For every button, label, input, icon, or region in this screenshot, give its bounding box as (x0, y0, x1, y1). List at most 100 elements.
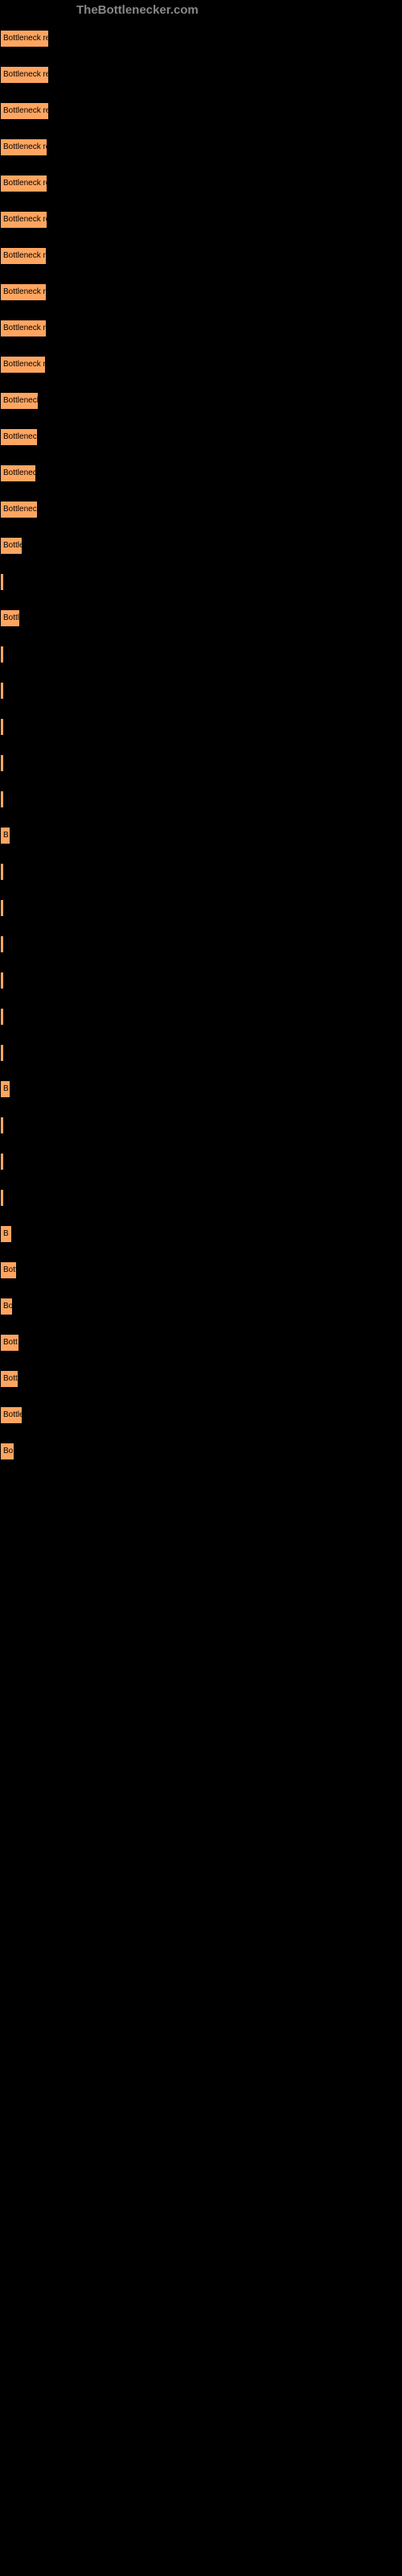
bar-label: Bottleneck result (3, 70, 49, 79)
bar-label: Bottleneck result (3, 106, 49, 115)
bar (0, 791, 4, 808)
bar-row: Bottleneck result (0, 455, 49, 491)
bar: B (0, 827, 10, 844)
bar-row (0, 745, 49, 781)
bar: Bottleneck (0, 537, 23, 555)
bar-row: Bottleneck result (0, 129, 49, 165)
bar: Bottleneck result (0, 283, 47, 301)
bar (0, 682, 4, 700)
bar-label: Bottleneck result (3, 432, 38, 441)
bar-row: Bottleneck result (0, 201, 49, 237)
bar-row: B (0, 564, 49, 600)
bar: B (0, 573, 4, 591)
bar-row: Bottleneck result (0, 93, 49, 129)
bar-row (0, 672, 49, 708)
bar-label: Bottleneck result (3, 34, 49, 43)
bar: Bottleneck result (0, 66, 49, 84)
bar: Bottleneck (0, 609, 20, 627)
bar-label: B (3, 831, 9, 840)
bar (0, 718, 4, 736)
bar: Bott (0, 1370, 18, 1388)
bar: Bottleneck result (0, 464, 36, 482)
bar-label: Bott (3, 1374, 18, 1383)
bar: Bo (0, 1298, 13, 1315)
bar (0, 1117, 4, 1134)
bar: Bottleneck result (0, 501, 38, 518)
bar (0, 754, 4, 772)
bar-row: Bottleneck result (0, 346, 49, 382)
bar-label: Bottleneck result (3, 287, 47, 296)
bar-label: Bottleneck (3, 541, 23, 550)
bar (0, 863, 4, 881)
bar-label: Bottleneck result (3, 324, 47, 332)
bar-label: Bott (3, 1265, 17, 1274)
bar-label: Bottleneck result (3, 179, 47, 188)
bar-row: Bo (0, 1288, 49, 1324)
bar: B (0, 1080, 10, 1098)
bar: Bottleneck result (0, 138, 47, 156)
bar-row (0, 781, 49, 817)
bar-row: Bottleneck result (0, 419, 49, 455)
bar-label: B (3, 577, 4, 586)
bar (0, 1044, 4, 1062)
bar: Bottleneck result (0, 211, 47, 229)
bar: Bottleneck result (0, 175, 47, 192)
bar: Bott (0, 1334, 19, 1352)
bar: Bottleneck result (0, 428, 38, 446)
bar-row: Bottleneck result (0, 20, 49, 56)
bar: B (0, 1225, 12, 1243)
bar-label: Bottleneck result (3, 396, 39, 405)
bar-row (0, 1179, 49, 1216)
bar-row: Bottleneck result (0, 491, 49, 527)
bar-row: B (0, 1216, 49, 1252)
bar-label: Bottleneck result (3, 251, 47, 260)
bar-row: Bottle (0, 1397, 49, 1433)
bar-row: Bottleneck result (0, 382, 49, 419)
bar-row: Bott (0, 1324, 49, 1360)
bar-chart: Bottleneck result Bottleneck result Bottle… (0, 20, 49, 1469)
bar-row (0, 962, 49, 998)
bar-label: B (3, 1229, 9, 1238)
bar-row: Bott (0, 1252, 49, 1288)
bar-row: Bottleneck result (0, 56, 49, 93)
bar (0, 972, 4, 989)
bar: Bottle (0, 1406, 23, 1424)
bar: Bottleneck result (0, 30, 49, 47)
bar-row (0, 636, 49, 672)
bar-label: Bottleneck result (3, 469, 36, 477)
bar-row: Bottleneck result (0, 274, 49, 310)
bar: Bo (0, 1443, 14, 1460)
bar-row: B (0, 1071, 49, 1107)
bar-row: B (0, 817, 49, 853)
bar-row (0, 998, 49, 1034)
bar: Bott (0, 1261, 17, 1279)
bar-row: Bottleneck (0, 527, 49, 564)
bar-row (0, 708, 49, 745)
bar-label: Bo (3, 1302, 13, 1311)
bar-row: Bottleneck result (0, 237, 49, 274)
bar-row: Bottleneck (0, 600, 49, 636)
bar-row: Bottleneck result (0, 165, 49, 201)
bar-label: Bottleneck result (3, 505, 38, 514)
bar (0, 1189, 4, 1207)
bar-row: Bo (0, 1433, 49, 1469)
bar-row (0, 926, 49, 962)
bar-row (0, 890, 49, 926)
bar (0, 935, 4, 953)
watermark-text: TheBottlenecker.com (76, 3, 199, 17)
bar: Bottleneck result (0, 392, 39, 410)
bar-row (0, 853, 49, 890)
bar-label: Bottleneck result (3, 142, 47, 151)
bar-row (0, 1034, 49, 1071)
bar-label: Bottle (3, 1410, 23, 1419)
bar (0, 646, 4, 663)
bar-row (0, 1143, 49, 1179)
bar-row: Bottleneck result (0, 310, 49, 346)
bar: Bottleneck result (0, 356, 46, 374)
bar: Bottleneck result (0, 247, 47, 265)
bar (0, 1153, 4, 1170)
bar (0, 899, 4, 917)
bar-label: Bott (3, 1338, 18, 1347)
bar (0, 1008, 4, 1026)
bar-row (0, 1107, 49, 1143)
